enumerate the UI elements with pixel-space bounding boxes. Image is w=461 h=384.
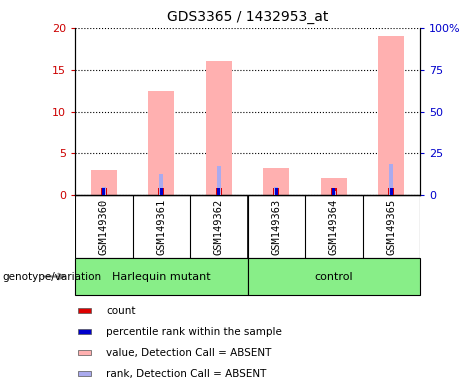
Bar <box>148 91 174 195</box>
Bar <box>274 187 278 195</box>
Text: GSM149360: GSM149360 <box>99 199 109 255</box>
Bar <box>159 188 164 195</box>
Bar <box>273 188 279 195</box>
Text: control: control <box>314 271 353 281</box>
Bar <box>389 164 393 195</box>
Text: count: count <box>106 306 136 316</box>
Bar <box>321 178 347 195</box>
Bar <box>78 371 91 376</box>
Bar <box>217 188 220 195</box>
Bar <box>263 168 289 195</box>
Text: GSM149362: GSM149362 <box>214 199 224 255</box>
Text: GSM149363: GSM149363 <box>271 199 281 255</box>
Text: Harlequin mutant: Harlequin mutant <box>112 271 211 281</box>
Bar <box>248 258 420 295</box>
Bar <box>78 308 91 313</box>
Bar <box>206 61 232 195</box>
Bar <box>332 188 335 195</box>
Bar <box>390 188 393 195</box>
Bar <box>388 188 394 195</box>
Text: rank, Detection Call = ABSENT: rank, Detection Call = ABSENT <box>106 369 266 379</box>
Text: GSM149365: GSM149365 <box>386 199 396 255</box>
Bar <box>102 187 106 195</box>
Text: GSM149364: GSM149364 <box>329 199 339 255</box>
Bar <box>275 188 278 195</box>
Bar <box>91 170 117 195</box>
Bar <box>75 258 248 295</box>
Text: value, Detection Call = ABSENT: value, Detection Call = ABSENT <box>106 348 272 358</box>
Bar <box>331 188 337 195</box>
Bar <box>78 350 91 355</box>
Bar <box>101 188 106 195</box>
Bar <box>332 191 336 195</box>
Bar <box>217 166 221 195</box>
Text: genotype/variation: genotype/variation <box>2 271 101 281</box>
Text: GSM149361: GSM149361 <box>156 199 166 255</box>
Bar <box>216 188 222 195</box>
Title: GDS3365 / 1432953_at: GDS3365 / 1432953_at <box>167 10 328 24</box>
Text: percentile rank within the sample: percentile rank within the sample <box>106 327 282 337</box>
Bar <box>159 174 163 195</box>
Bar <box>102 188 105 195</box>
Bar <box>378 36 404 195</box>
Bar <box>78 329 91 334</box>
Bar <box>160 188 163 195</box>
